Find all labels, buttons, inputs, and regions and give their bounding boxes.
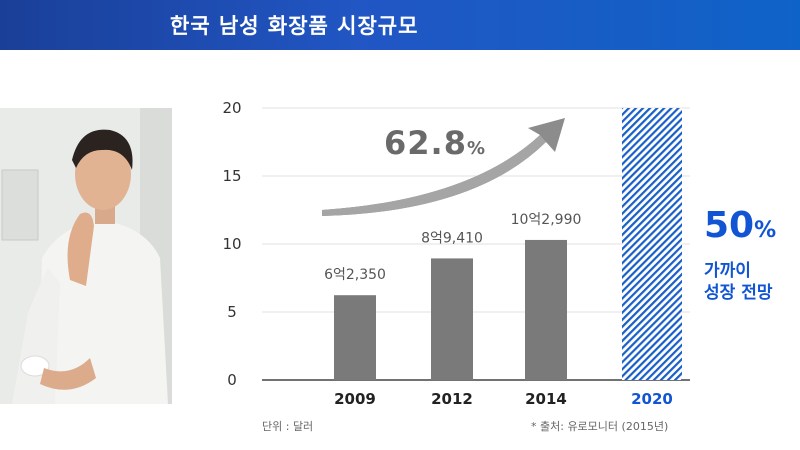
header-bar: 한국 남성 화장품 시장규모: [0, 0, 800, 50]
y-tick-label: 10: [222, 235, 241, 253]
y-tick-label: 15: [222, 167, 241, 185]
data-label: 8억9,410: [421, 230, 483, 246]
x-tick-label: 2020: [631, 390, 673, 408]
x-tick-label: 2009: [334, 390, 376, 408]
bar: [334, 295, 376, 380]
bar: [431, 258, 473, 380]
forecast-value: 50: [704, 205, 755, 246]
forecast-caption: 가까이 성장 전망: [704, 260, 772, 304]
bar: [525, 239, 567, 380]
forecast-line-2: 성장 전망: [704, 283, 773, 303]
y-tick-label: 5: [227, 303, 237, 321]
unit-note: 단위 : 달러: [262, 420, 314, 433]
page-title: 한국 남성 화장품 시장규모: [170, 14, 419, 38]
growth-unit: %: [466, 138, 486, 159]
y-tick-label: 20: [222, 99, 241, 117]
data-label: 6억2,350: [324, 267, 386, 283]
growth-rate: 62.8%: [384, 124, 486, 162]
x-tick-label: 2014: [525, 390, 567, 408]
source-note: * 출처: 유로모니터 (2015년): [531, 420, 669, 433]
growth-value: 62.8: [384, 124, 467, 162]
data-label: 10억2,990: [511, 212, 582, 228]
chart-axes: 0 5 10 15 20: [222, 99, 690, 389]
bar-forecast: [622, 108, 682, 380]
forecast-rate: 50%: [704, 205, 776, 246]
y-tick-label: 0: [227, 371, 237, 389]
man-photo: [0, 108, 172, 404]
chart-bars: 2009 6억2,350 2012 8억9,410 2014 10억2,990 2020: [324, 108, 682, 408]
forecast-line-1: 가까이: [704, 261, 751, 281]
x-tick-label: 2012: [431, 390, 473, 408]
growth-arrow: [322, 118, 565, 216]
forecast-unit: %: [754, 218, 777, 243]
